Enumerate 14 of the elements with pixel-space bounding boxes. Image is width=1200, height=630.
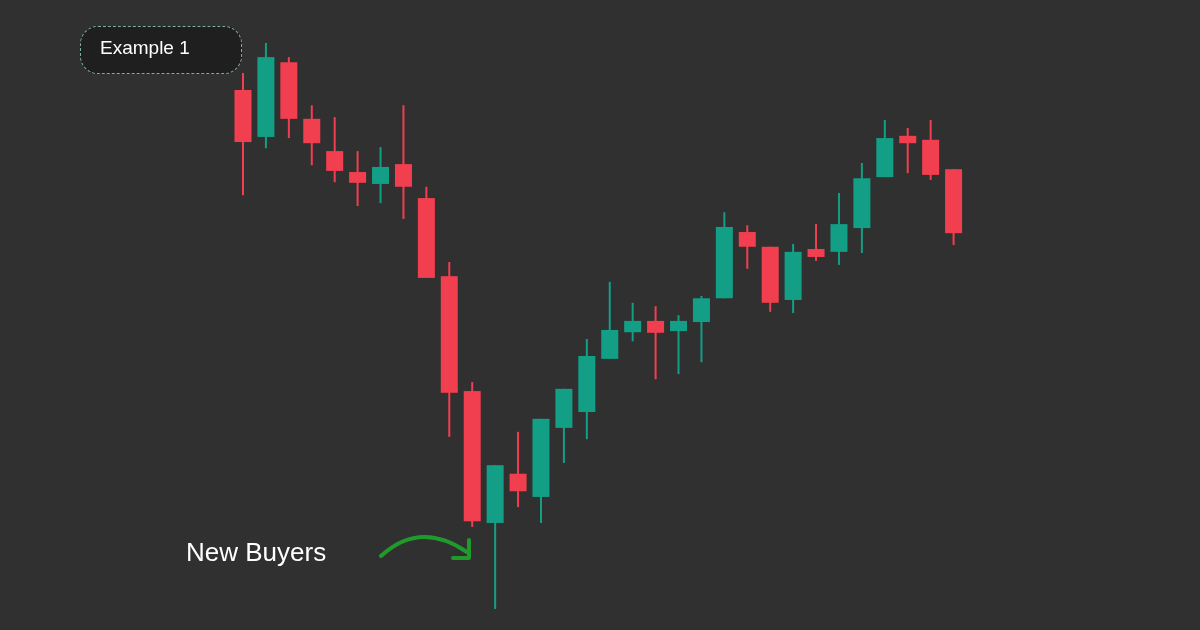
candlestick bbox=[692, 295, 710, 364]
candlestick bbox=[899, 126, 917, 175]
text: Example 1 bbox=[100, 37, 190, 59]
candlestick bbox=[738, 224, 756, 270]
candlestick bbox=[372, 146, 390, 205]
candlestick bbox=[509, 430, 527, 509]
candlestick bbox=[624, 301, 642, 343]
annotation: New Buyers bbox=[186, 537, 327, 568]
candlestick bbox=[394, 104, 412, 221]
candlestick bbox=[807, 223, 825, 262]
candlestick bbox=[349, 150, 367, 208]
candlestick bbox=[326, 116, 344, 184]
candlestick bbox=[670, 314, 688, 376]
candlestick bbox=[647, 305, 665, 381]
